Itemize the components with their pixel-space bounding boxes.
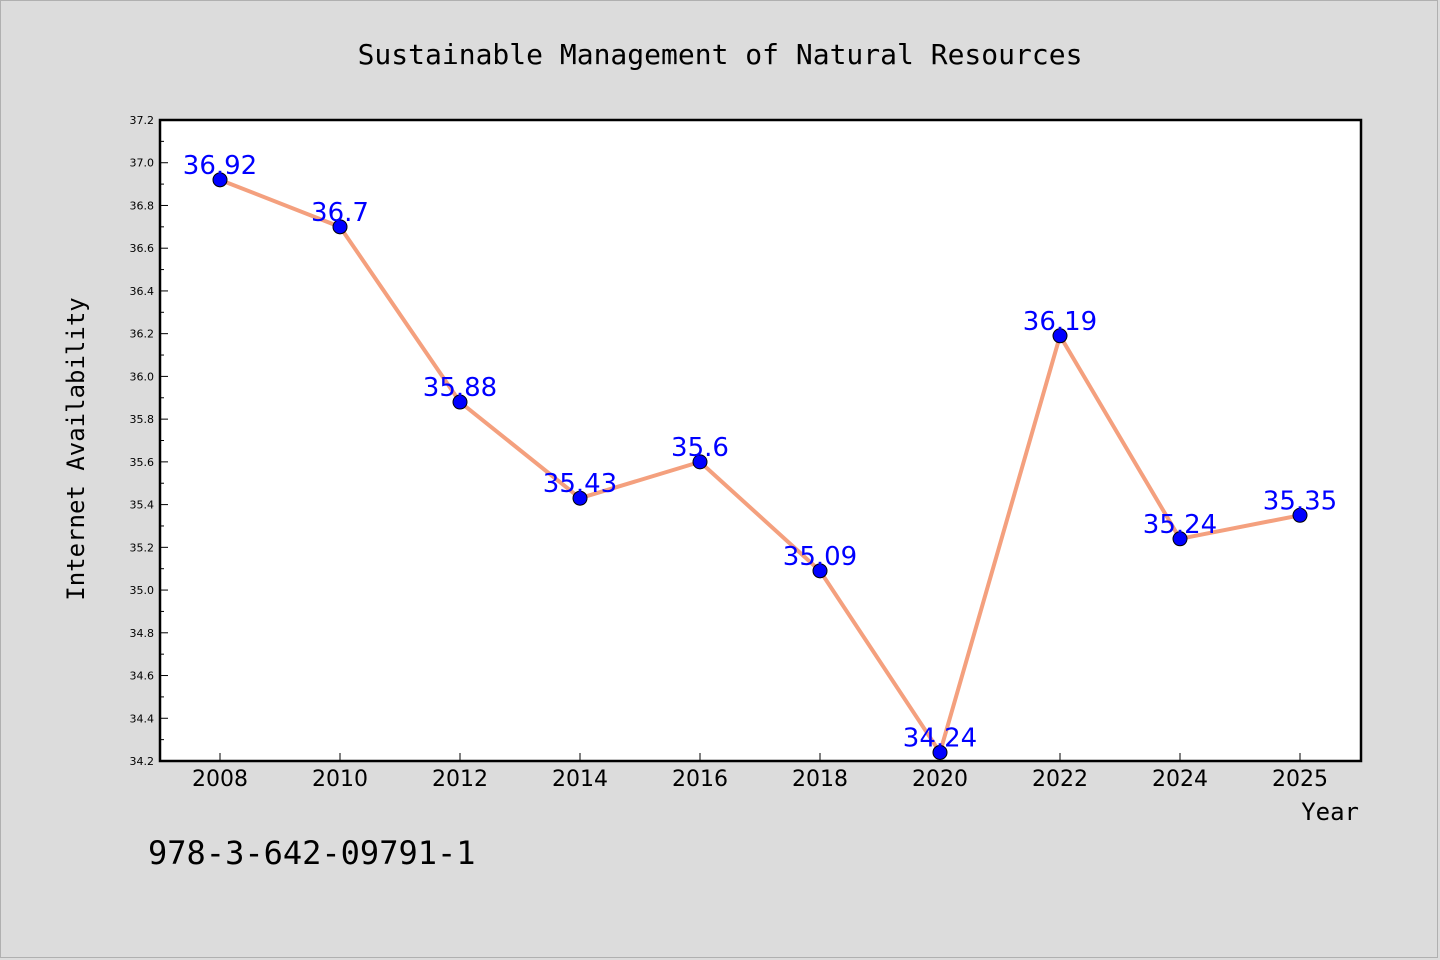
y-tick-label: 34.8 [130, 627, 155, 640]
y-tick-label: 37.0 [130, 157, 155, 170]
data-label: 35.6 [671, 433, 729, 463]
y-tick-label: 35.4 [130, 499, 155, 512]
footnote-isbn: 978-3-642-09791-1 [148, 834, 476, 872]
y-tick-label: 36.4 [130, 285, 155, 298]
data-point [812, 563, 828, 579]
data-label: 35.88 [423, 373, 497, 403]
chart-title: Sustainable Management of Natural Resour… [358, 38, 1083, 71]
data-label: 35.09 [783, 542, 857, 572]
x-tick-label: 2014 [552, 767, 608, 792]
x-tick-label: 2022 [1032, 767, 1088, 792]
data-label: 35.43 [543, 469, 617, 499]
y-tick-label: 37.2 [130, 114, 155, 127]
y-tick-label: 34.4 [130, 712, 155, 725]
x-tick-label: 2016 [672, 767, 728, 792]
y-tick-label: 35.8 [130, 413, 155, 426]
x-tick-label: 2025 [1272, 767, 1328, 792]
x-tick-label: 2018 [792, 767, 848, 792]
data-label: 34.24 [903, 723, 977, 753]
data-point [932, 744, 948, 760]
data-point [1052, 328, 1068, 344]
y-tick-label: 34.6 [130, 670, 155, 683]
data-labels: 36.92 36.7 35.88 35.43 35.6 35.09 34.24 36.19 35… [183, 151, 1337, 754]
data-label: 36.92 [183, 151, 257, 181]
plot-area [158, 118, 1363, 763]
y-tick-label: 34.2 [130, 755, 155, 768]
data-point [1172, 531, 1188, 547]
y-tick-label: 36.8 [130, 199, 155, 212]
y-axis-label: Internet Availability [62, 297, 90, 600]
y-tick-label: 35.6 [130, 456, 155, 469]
series-line [219, 177, 1301, 755]
data-point [212, 172, 228, 188]
data-markers [212, 172, 1308, 760]
x-tick-label: 2024 [1152, 767, 1208, 792]
data-point [572, 490, 588, 506]
y-tick-label: 35.0 [130, 584, 155, 597]
x-tick-label: 2020 [912, 767, 968, 792]
x-axis: 2008 2010 2012 2014 2016 2018 2020 2022 2024 2025 [192, 753, 1328, 792]
x-tick-label: 2010 [312, 767, 368, 792]
y-tick-label: 35.2 [130, 541, 155, 554]
data-label: 35.24 [1143, 510, 1217, 540]
y-axis: 34.2 34.4 34.6 34.8 35.0 35.2 35.4 35.6 35.8 36.0… [130, 114, 168, 768]
x-tick-label: 2008 [192, 767, 248, 792]
x-axis-label: Year [1301, 798, 1359, 826]
data-point [1292, 507, 1308, 523]
data-label: 35.35 [1263, 486, 1337, 516]
x-tick-label: 2012 [432, 767, 488, 792]
y-tick-label: 36.2 [130, 328, 155, 341]
data-point [692, 454, 708, 470]
y-tick-label: 36.6 [130, 242, 155, 255]
y-tick-label: 36.0 [130, 370, 155, 383]
data-label: 36.19 [1023, 307, 1097, 337]
data-label: 36.7 [311, 198, 369, 228]
data-point [452, 394, 468, 410]
data-point [332, 219, 348, 235]
